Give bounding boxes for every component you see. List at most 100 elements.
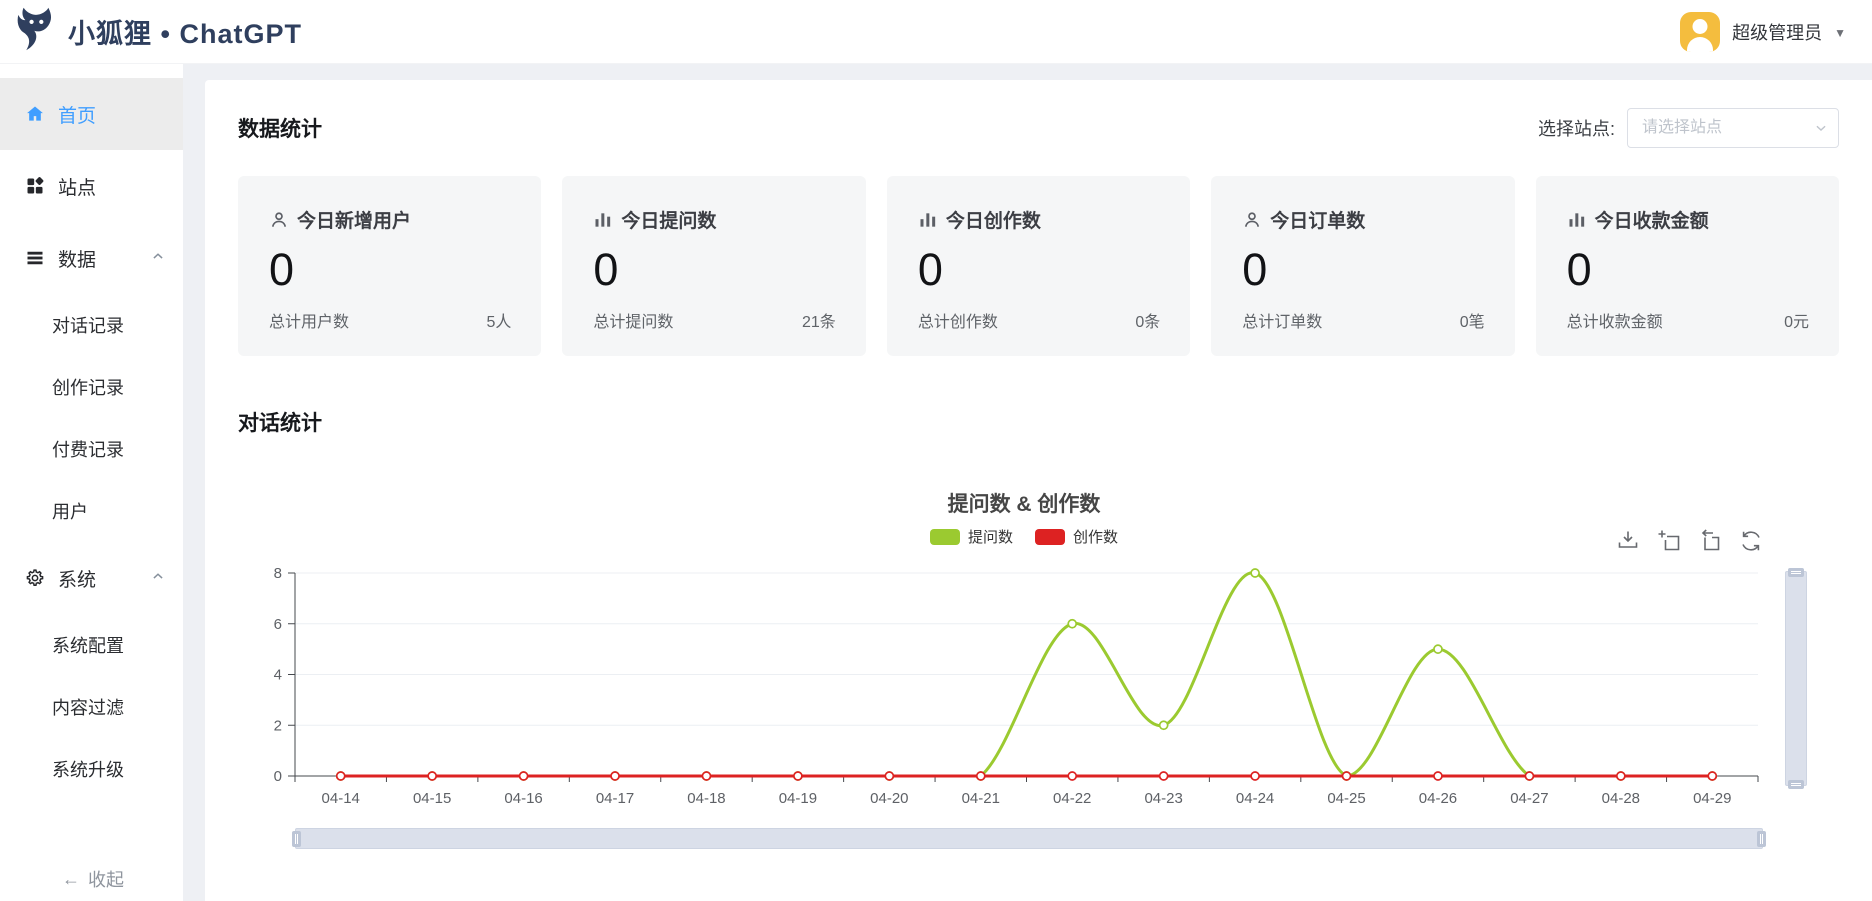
chevron-up-icon[interactable] bbox=[151, 247, 165, 269]
card-footer-value: 0笔 bbox=[1459, 314, 1485, 331]
svg-text:04-25: 04-25 bbox=[1327, 790, 1365, 807]
sidebar-item-users[interactable]: 用户 bbox=[0, 480, 183, 542]
svg-text:4: 4 bbox=[274, 667, 282, 684]
svg-text:2: 2 bbox=[274, 717, 282, 734]
sidebar-item-label: 站点 bbox=[58, 177, 97, 199]
stat-cards: 今日新增用户 0 总计用户数 5人 今日提问数 0 总计提问数 21条 bbox=[238, 176, 1840, 356]
chart-legend: 提问数 创作数 bbox=[238, 526, 1810, 547]
collapse-label: 收起 bbox=[88, 870, 124, 890]
datazoom-vertical-slider[interactable] bbox=[1785, 568, 1807, 789]
svg-text:04-26: 04-26 bbox=[1419, 790, 1457, 807]
svg-text:04-28: 04-28 bbox=[1602, 790, 1640, 807]
zoom-restore-icon[interactable] bbox=[1697, 528, 1723, 554]
sidebar-item-chat-records[interactable]: 对话记录 bbox=[0, 294, 183, 356]
svg-text:04-19: 04-19 bbox=[779, 790, 817, 807]
chart-toolbox bbox=[1615, 528, 1764, 554]
card-value: 0 bbox=[1242, 244, 1268, 295]
submenu-label: 系统升级 bbox=[52, 760, 124, 780]
card-footer-label: 总计创作数 bbox=[917, 314, 998, 331]
svg-text:04-29: 04-29 bbox=[1693, 790, 1731, 807]
svg-text:04-27: 04-27 bbox=[1510, 790, 1548, 807]
svg-text:04-18: 04-18 bbox=[687, 790, 725, 807]
stats-section-title: 数据统计 bbox=[238, 118, 322, 141]
stat-card-orders: 今日订单数 0 总计订单数 0笔 bbox=[1211, 176, 1515, 356]
card-title: 今日创作数 bbox=[945, 211, 1041, 232]
user-icon bbox=[271, 211, 287, 227]
user-avatar[interactable] bbox=[1680, 11, 1721, 52]
legend-swatch bbox=[1035, 528, 1065, 545]
bar-chart-icon bbox=[595, 212, 611, 227]
sidebar-group-system[interactable]: 系统 bbox=[0, 542, 183, 614]
user-name: 超级管理员 bbox=[1732, 22, 1823, 43]
submenu-label: 付费记录 bbox=[52, 440, 124, 460]
svg-text:04-17: 04-17 bbox=[596, 790, 634, 807]
chart-title: 提问数 & 创作数 bbox=[947, 493, 1101, 516]
svg-text:04-14: 04-14 bbox=[322, 790, 360, 807]
sidebar-item-system-upgrade[interactable]: 系统升级 bbox=[0, 738, 183, 800]
card-footer-value: 0条 bbox=[1135, 314, 1161, 331]
chart-plot: 0 2 4 6 8 04-14 04-15 04-16 04-17 04-18 04-19 04-20… bbox=[274, 565, 1759, 807]
card-title: 今日收款金额 bbox=[1594, 211, 1709, 232]
main-panel: 数据统计 选择站点: 今日新增用户 0 总计用户数 5人 bbox=[205, 80, 1872, 901]
stat-card-creations: 今日创作数 0 总计创作数 0条 bbox=[886, 176, 1191, 356]
slider-handle[interactable] bbox=[1788, 568, 1804, 577]
sidebar-group-data[interactable]: 数据 bbox=[0, 222, 183, 294]
card-footer-value: 0元 bbox=[1784, 314, 1810, 331]
card-title: 今日提问数 bbox=[621, 211, 717, 232]
card-footer-label: 总计提问数 bbox=[593, 314, 674, 331]
refresh-icon[interactable] bbox=[1738, 528, 1764, 554]
card-title: 今日新增用户 bbox=[297, 211, 412, 232]
bar-chart-icon bbox=[920, 212, 935, 227]
legend-item-questions[interactable]: 提问数 bbox=[929, 526, 1013, 547]
submenu-label: 对话记录 bbox=[52, 316, 124, 336]
legend-swatch bbox=[929, 528, 960, 545]
site-select[interactable] bbox=[1627, 108, 1839, 148]
home-icon bbox=[27, 106, 43, 121]
sidebar-item-home[interactable]: 首页 bbox=[0, 78, 183, 150]
stat-card-questions: 今日提问数 0 总计提问数 21条 bbox=[562, 176, 866, 356]
legend-label: 创作数 bbox=[1073, 529, 1119, 546]
collapse-sidebar-button[interactable]: ← 收起 bbox=[0, 859, 183, 899]
sidebar-item-sites[interactable]: 站点 bbox=[0, 150, 183, 222]
svg-text:04-23: 04-23 bbox=[1144, 790, 1182, 807]
conversation-section-title: 对话统计 bbox=[238, 412, 322, 435]
sidebar-group-label: 系统 bbox=[58, 569, 97, 591]
svg-text:04-15: 04-15 bbox=[413, 790, 451, 807]
save-image-icon[interactable] bbox=[1615, 528, 1641, 554]
card-footer-value: 5人 bbox=[486, 314, 512, 331]
sidebar: 首页 站点 数据 对话记录 创作记录 bbox=[0, 64, 183, 901]
sidebar-item-system-config[interactable]: 系统配置 bbox=[0, 614, 183, 676]
card-value: 0 bbox=[1566, 244, 1592, 295]
site-select-input[interactable] bbox=[1627, 108, 1839, 148]
sites-grid-icon bbox=[27, 177, 44, 194]
slider-handle[interactable] bbox=[1757, 830, 1766, 847]
user-menu[interactable]: 超级管理员 ▼ bbox=[1680, 11, 1846, 52]
chevron-down-icon[interactable]: ▼ bbox=[1834, 25, 1846, 40]
slider-handle[interactable] bbox=[292, 830, 301, 847]
stat-card-new-users: 今日新增用户 0 总计用户数 5人 bbox=[238, 176, 542, 356]
submenu-label: 用户 bbox=[52, 502, 88, 522]
submenu-label: 创作记录 bbox=[52, 378, 124, 398]
sidebar-item-creation-records[interactable]: 创作记录 bbox=[0, 356, 183, 418]
bar-chart-icon bbox=[1569, 212, 1584, 227]
legend-label: 提问数 bbox=[967, 529, 1013, 546]
sidebar-item-payment-records[interactable]: 付费记录 bbox=[0, 418, 183, 480]
svg-text:0: 0 bbox=[274, 768, 282, 785]
datazoom-horizontal-slider[interactable] bbox=[292, 828, 1766, 849]
submenu-label: 系统配置 bbox=[52, 636, 124, 656]
card-value: 0 bbox=[593, 244, 619, 295]
sidebar-item-content-filter[interactable]: 内容过滤 bbox=[0, 676, 183, 738]
site-select-label: 选择站点: bbox=[1537, 119, 1615, 139]
svg-text:04-16: 04-16 bbox=[504, 790, 542, 807]
svg-text:04-24: 04-24 bbox=[1236, 790, 1274, 807]
fox-logo-icon bbox=[14, 6, 58, 57]
legend-item-creations[interactable]: 创作数 bbox=[1035, 526, 1118, 547]
gear-icon bbox=[26, 569, 44, 586]
chevron-up-icon[interactable] bbox=[151, 567, 165, 589]
data-zoom-icon[interactable] bbox=[1656, 528, 1682, 554]
card-footer-value: 21条 bbox=[802, 314, 836, 331]
svg-text:04-22: 04-22 bbox=[1053, 790, 1091, 807]
header-bar: 小狐狸 • ChatGPT 超级管理员 ▼ bbox=[0, 0, 1872, 64]
chevron-down-icon bbox=[1814, 121, 1828, 140]
slider-handle[interactable] bbox=[1788, 780, 1804, 789]
